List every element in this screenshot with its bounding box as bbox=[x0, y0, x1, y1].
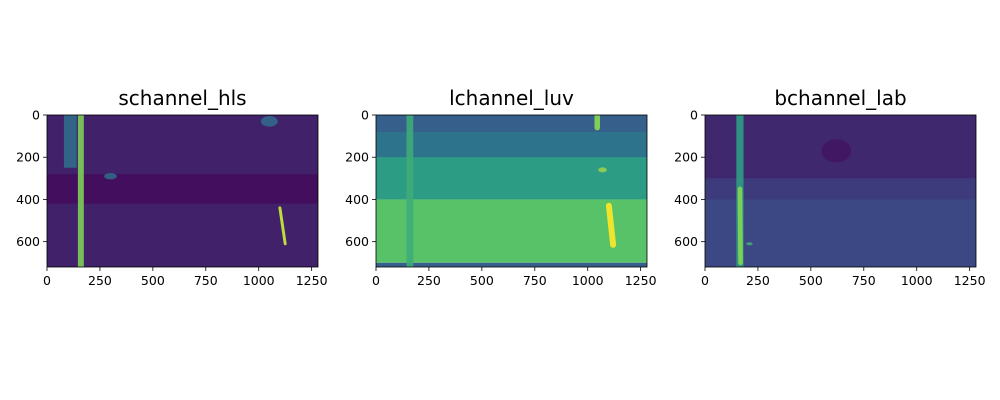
heatmap-segment bbox=[737, 186, 743, 266]
y-tick-label: 600 bbox=[16, 234, 40, 249]
heatmap-segment bbox=[605, 202, 617, 248]
y-tick-label: 0 bbox=[32, 108, 40, 123]
heatmap-vertical-line bbox=[77, 115, 84, 267]
x-tick-label: 0 bbox=[43, 273, 51, 288]
heatmap-band bbox=[705, 199, 976, 267]
x-tick-label: 1250 bbox=[954, 273, 986, 288]
subplot-lchannel-luv: lchannel_luv 0 250 500 750 1000 1250 0 200 400 60… bbox=[345, 86, 656, 288]
x-tick-label: 750 bbox=[523, 273, 547, 288]
heatmap-vertical-line bbox=[406, 115, 414, 267]
x-tick-label: 1000 bbox=[901, 273, 933, 288]
axes-frame bbox=[375, 114, 648, 268]
x-tick-label: 750 bbox=[852, 273, 876, 288]
x-tick-label: 1250 bbox=[296, 273, 328, 288]
heatmap-image bbox=[47, 115, 318, 267]
y-tick-label: 400 bbox=[16, 192, 40, 207]
heatmap-band bbox=[376, 199, 647, 263]
x-tick-label: 250 bbox=[417, 273, 441, 288]
heatmap-image bbox=[376, 115, 647, 267]
heatmap-segment bbox=[278, 206, 287, 246]
x-tick-label: 500 bbox=[470, 273, 494, 288]
subplot-schannel-hls: schannel_hls 0 250 500 750 1000 1250 0 200 400 60… bbox=[16, 86, 327, 288]
heatmap-blob bbox=[260, 116, 278, 127]
x-tick-label: 250 bbox=[746, 273, 770, 288]
x-tick-label: 1250 bbox=[625, 273, 657, 288]
y-tick-label: 0 bbox=[690, 108, 698, 123]
subplot-title: schannel_hls bbox=[118, 86, 246, 110]
y-tick-label: 200 bbox=[674, 150, 698, 165]
y-tick-label: 400 bbox=[345, 192, 369, 207]
heatmap-band bbox=[376, 157, 647, 200]
y-tick-label: 200 bbox=[345, 150, 369, 165]
x-tick-label: 0 bbox=[701, 273, 709, 288]
x-tick-label: 500 bbox=[799, 273, 823, 288]
axes-frame bbox=[704, 114, 977, 268]
y-tick-label: 200 bbox=[16, 150, 40, 165]
x-tick-label: 500 bbox=[141, 273, 165, 288]
x-tick-label: 1000 bbox=[572, 273, 604, 288]
heatmap-band bbox=[376, 115, 647, 132]
x-tick-label: 750 bbox=[194, 273, 218, 288]
axes-frame bbox=[46, 114, 319, 268]
heatmap-blob bbox=[598, 167, 607, 173]
heatmap-vertical-line bbox=[63, 115, 77, 168]
subplot-title: bchannel_lab bbox=[774, 86, 906, 110]
subplot-title: lchannel_luv bbox=[449, 86, 574, 110]
heatmap-band bbox=[376, 262, 647, 267]
y-tick-label: 600 bbox=[345, 234, 369, 249]
heatmap-blob bbox=[746, 242, 753, 246]
y-tick-label: 400 bbox=[674, 192, 698, 207]
heatmap-blob bbox=[821, 139, 852, 163]
y-tick-label: 600 bbox=[674, 234, 698, 249]
heatmap-blob bbox=[104, 173, 117, 180]
x-tick-label: 1000 bbox=[243, 273, 275, 288]
x-tick-label: 250 bbox=[88, 273, 112, 288]
heatmap-band bbox=[47, 174, 318, 204]
x-tick-label: 0 bbox=[372, 273, 380, 288]
heatmap-image bbox=[705, 115, 976, 267]
y-tick-label: 0 bbox=[361, 108, 369, 123]
subplot-bchannel-lab: bchannel_lab 0 250 500 750 1000 1250 0 200 400 60… bbox=[674, 86, 985, 288]
